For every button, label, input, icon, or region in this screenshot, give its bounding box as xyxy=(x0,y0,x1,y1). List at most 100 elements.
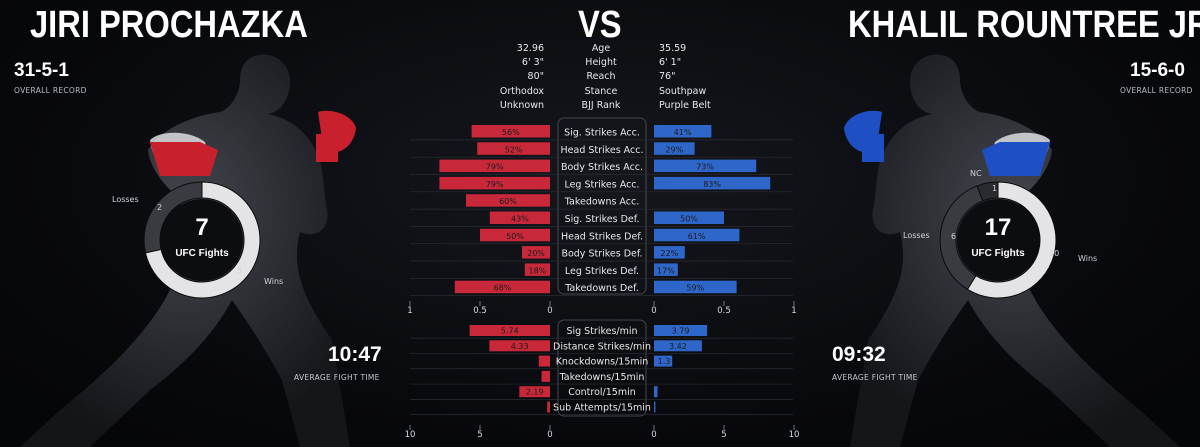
stat-category-label: Knockdowns/15min xyxy=(556,357,649,368)
right-bar-label: 1.3 xyxy=(658,357,671,366)
right-bar-label: 83% xyxy=(703,180,721,189)
left-fighter-bar xyxy=(489,340,550,352)
left-bar-label: 4.33 xyxy=(511,342,529,351)
axis-tick-label: 10 xyxy=(789,430,800,440)
left-fighter-bar xyxy=(480,228,550,242)
right-donut-losses-value: 6 xyxy=(951,232,957,241)
left-average-fight-time: 10:47 xyxy=(328,343,382,366)
axis-tick-label: 5 xyxy=(721,430,726,440)
stat-category-label: Sig. Strikes Acc. xyxy=(564,128,640,139)
stat-category-label: Takedowns Def. xyxy=(564,283,639,294)
left-donut-losses-value: 2 xyxy=(157,203,163,212)
right-bar-label: 50% xyxy=(680,215,698,224)
left-fighter-bar xyxy=(538,355,550,367)
stat-category-label: Head Strikes Acc. xyxy=(561,145,644,156)
right-donut-losses-label: Losses xyxy=(903,231,930,240)
right-fighter-bar xyxy=(654,401,656,413)
stat-category-label: Distance Strikes/min xyxy=(553,341,651,352)
left-fighter-bar xyxy=(439,176,550,190)
right-fighter-name: KHALIL ROUNTREE JR. xyxy=(848,4,1200,46)
right-average-fight-time-caption: AVERAGE FIGHT TIME xyxy=(832,373,918,382)
right-bar-label: 73% xyxy=(696,163,714,172)
left-fighter-name: JIRI PROCHAZKA xyxy=(30,4,308,46)
axis-tick-label: 1 xyxy=(791,306,796,316)
donut-segment-wins xyxy=(144,181,261,299)
left-ufc-fights-total: 7 xyxy=(195,214,209,241)
profile-left-value: 80" xyxy=(527,71,544,83)
right-ufc-fights-total: 17 xyxy=(984,214,1012,241)
stat-category-label: Takedowns Acc. xyxy=(564,197,639,208)
right-overall-record: 15-6-0 xyxy=(1130,60,1185,81)
left-bar-label: 79% xyxy=(486,180,504,189)
stat-category-label: Leg Strikes Acc. xyxy=(564,179,639,190)
donut-segment-nc xyxy=(976,181,999,202)
left-record-caption: OVERALL RECORD xyxy=(14,86,87,95)
left-bar-label: 43% xyxy=(511,215,529,224)
right-ufc-fights-caption: UFC Fights xyxy=(971,248,1025,259)
right-bar-label: 41% xyxy=(674,128,692,137)
left-bar-label: 68% xyxy=(494,284,512,293)
left-fighter-bar xyxy=(489,211,550,224)
left-bar-label: 56% xyxy=(502,128,520,137)
profile-left-value: 32.96 xyxy=(516,43,544,54)
right-donut-wins-label: Wins xyxy=(1078,254,1098,263)
profile-right-value: 35.59 xyxy=(659,43,687,54)
stat-category-label: Sig. Strikes Def. xyxy=(565,214,640,225)
right-bar-label: 22% xyxy=(661,249,679,258)
left-bar-label: 2.19 xyxy=(526,388,544,397)
profile-label: Stance xyxy=(584,85,618,97)
profile-label: Reach xyxy=(586,71,616,83)
axis-tick-label: 0 xyxy=(651,306,656,316)
axis-tick-label: 1 xyxy=(407,306,412,316)
profile-label: Height xyxy=(585,57,617,69)
axis-tick-label: 10 xyxy=(405,430,416,440)
right-fighter-bar xyxy=(654,142,695,155)
right-bar-label: 3.42 xyxy=(669,342,687,351)
left-fighter-bar xyxy=(471,125,550,138)
profile-label: Age xyxy=(591,43,611,54)
right-bar-label: 17% xyxy=(657,266,675,275)
right-fighter-bar xyxy=(654,263,678,276)
stat-category-label: Body Strikes Acc. xyxy=(561,162,643,173)
vs-label: VS xyxy=(578,4,622,46)
right-fighter-bar xyxy=(654,228,740,242)
left-bar-label: 5.74 xyxy=(501,327,519,336)
right-fighter-bar xyxy=(654,176,771,190)
left-donut-wins-value: 5 xyxy=(237,266,243,275)
donut-segment-losses xyxy=(143,181,203,254)
left-donut-losses-label: Losses xyxy=(112,195,139,204)
stat-category-label: Sig Strikes/min xyxy=(566,326,637,337)
left-fighter-bar xyxy=(524,263,550,276)
left-ufc-fights-caption: UFC Fights xyxy=(175,248,229,259)
right-fighter-bar xyxy=(654,355,673,367)
donut-hole xyxy=(161,199,243,281)
left-fighter-bar xyxy=(547,401,550,413)
right-bar-label: 3.79 xyxy=(672,327,690,336)
left-bar-label: 52% xyxy=(505,145,523,154)
profile-right-value: 6' 1" xyxy=(659,57,682,69)
left-bar-label: 79% xyxy=(486,163,504,172)
axis-tick-label: 0 xyxy=(651,430,656,440)
stat-category-label: Body Strikes Def. xyxy=(561,249,642,260)
profile-left-value: Orthodox xyxy=(499,85,544,97)
axis-tick-label: 0 xyxy=(547,430,552,440)
donut-hole xyxy=(957,199,1039,281)
right-fighter-bar xyxy=(654,325,708,336)
right-fighter-bar xyxy=(654,125,712,138)
right-fighter-bar xyxy=(654,280,737,294)
left-donut-wins-label: Wins xyxy=(264,277,284,286)
stat-category-label: Leg Strikes Def. xyxy=(565,266,639,277)
right-average-fight-time: 09:32 xyxy=(832,343,886,366)
right-fighter-bar xyxy=(654,211,724,224)
right-donut-nc-value: 1 xyxy=(992,184,998,193)
right-bar-label: 29% xyxy=(665,145,683,154)
right-fighter-bar xyxy=(654,246,685,259)
left-fighter-bar xyxy=(466,194,550,207)
left-bar-label: 20% xyxy=(527,249,545,258)
right-fighter-bar xyxy=(654,386,658,398)
left-bar-label: 50% xyxy=(506,232,524,241)
donut-segment-wins xyxy=(966,181,1057,299)
stat-category-label: Head Strikes Def. xyxy=(561,231,643,242)
axis-tick-label: 0.5 xyxy=(473,306,487,316)
